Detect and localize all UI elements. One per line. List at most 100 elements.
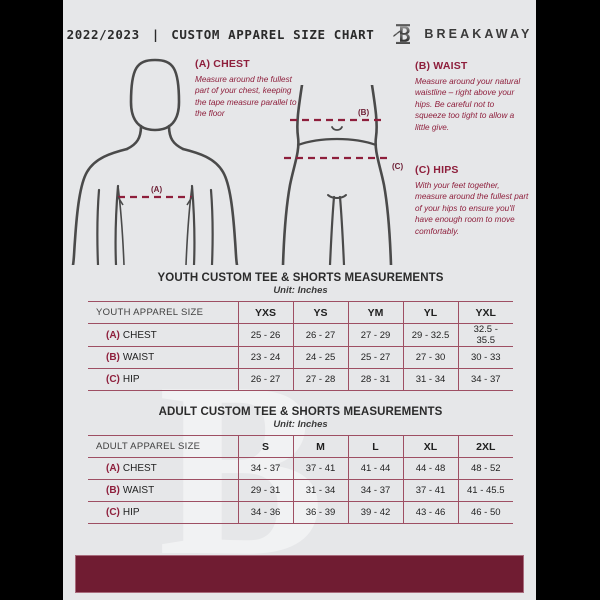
adult-cell-0-1: 37 - 41 xyxy=(293,457,349,480)
adult-cell-2-0: 34 - 36 xyxy=(238,501,294,524)
callout-waist-body: Measure around your natural waistline – … xyxy=(415,77,521,132)
torso-front-outline-icon xyxy=(71,58,239,265)
youth-row-1-name: WAIST xyxy=(122,352,155,363)
table-row: (A) CHEST 25 - 26 26 - 27 27 - 29 29 - 32… xyxy=(88,323,513,347)
brand-name: BREAKAWAY xyxy=(424,27,533,41)
youth-col-4: YXL xyxy=(458,301,513,324)
adult-row-2-name: HIP xyxy=(122,507,140,518)
footer-bar xyxy=(75,555,524,593)
adult-cell-2-3: 43 - 46 xyxy=(403,501,459,524)
youth-row-2-name: HIP xyxy=(122,374,140,385)
adult-size-section: ADULT CUSTOM TEE & SHORTS MEASUREMENTS U… xyxy=(88,406,513,524)
youth-row-2-label: (C) HIP xyxy=(88,368,239,391)
youth-row-0-tag: (A) xyxy=(106,329,120,341)
adult-cell-1-1: 31 - 34 xyxy=(293,479,349,502)
page-header: 2022/2023 | CUSTOM APPAREL SIZE CHART xyxy=(63,20,536,48)
callout-chest-title: (A) CHEST xyxy=(195,58,250,70)
youth-cell-1-1: 24 - 25 xyxy=(293,346,349,369)
adult-row-2-label: (C) HIP xyxy=(88,501,239,524)
table-header-row: YOUTH APPAREL SIZE YXS YS YM YL YXL xyxy=(88,301,513,324)
youth-size-table: YOUTH APPAREL SIZE YXS YS YM YL YXL (A) C… xyxy=(88,301,513,391)
adult-size-table: ADULT APPAREL SIZE S M L XL 2XL (A) CHEST… xyxy=(88,435,513,524)
adult-cell-0-2: 41 - 44 xyxy=(348,457,404,480)
adult-col-2: L xyxy=(348,435,404,458)
youth-cell-2-2: 28 - 31 xyxy=(348,368,404,391)
youth-cell-1-4: 30 - 33 xyxy=(458,346,513,369)
hips-front-outline-icon xyxy=(281,85,393,265)
callout-hips: (C) HIPS With your feet together, measur… xyxy=(415,164,533,237)
adult-row-0-tag: (A) xyxy=(106,463,120,474)
youth-row-2-tag: (C) xyxy=(106,374,120,385)
table-row: (B) WAIST 23 - 24 24 - 25 25 - 27 27 - 30… xyxy=(88,346,513,369)
youth-cell-2-4: 34 - 37 xyxy=(458,368,513,391)
adult-cell-2-2: 39 - 42 xyxy=(348,501,404,524)
table-row: (A) CHEST 34 - 37 37 - 41 41 - 44 44 - 48… xyxy=(88,457,513,480)
adult-col-0: S xyxy=(238,435,294,458)
measurement-diagram: (A) xyxy=(63,50,536,265)
adult-row-1-label: (B) WAIST xyxy=(88,479,239,502)
youth-row-0-label: (A) CHEST xyxy=(88,323,239,347)
youth-cell-2-0: 26 - 27 xyxy=(238,368,294,391)
breakaway-b-monogram-icon xyxy=(392,22,414,46)
callout-chest-body: Measure around the fullest part of your … xyxy=(195,75,297,119)
adult-col-1: M xyxy=(293,435,349,458)
table-row: (C) HIP 34 - 36 36 - 39 39 - 42 43 - 46 4… xyxy=(88,501,513,524)
adult-cell-0-3: 44 - 48 xyxy=(403,457,459,480)
table-row: (B) WAIST 29 - 31 31 - 34 34 - 37 37 - 41… xyxy=(88,479,513,502)
adult-row-0-label: (A) CHEST xyxy=(88,457,239,480)
callout-waist: (B) WAIST Measure around your natural wa… xyxy=(415,60,527,133)
waist-measure-label: (B) xyxy=(358,108,370,117)
chest-measure-label: (A) xyxy=(151,185,163,194)
adult-col-4: 2XL xyxy=(458,435,513,458)
youth-cell-0-1: 26 - 27 xyxy=(293,323,349,347)
youth-col-3: YL xyxy=(403,301,459,324)
youth-row-1-tag: (B) xyxy=(106,352,120,363)
page-title: CUSTOM APPAREL SIZE CHART xyxy=(171,26,375,42)
adult-col-3: XL xyxy=(403,435,459,458)
youth-row-1-label: (B) WAIST xyxy=(88,346,239,369)
header-separator: | xyxy=(151,26,160,42)
adult-table-unit: Unit: Inches xyxy=(273,419,328,430)
youth-table-title: YOUTH CUSTOM TEE & SHORTS MEASUREMENTS xyxy=(157,272,444,284)
adult-row-1-name: WAIST xyxy=(122,485,155,496)
youth-cell-1-3: 27 - 30 xyxy=(403,346,459,369)
adult-row-1-tag: (B) xyxy=(106,485,120,496)
adult-row-0-name: CHEST xyxy=(122,463,157,474)
header-season: 2022/2023 xyxy=(66,26,140,42)
hips-measure-label: (C) xyxy=(392,162,404,171)
adult-cell-1-2: 34 - 37 xyxy=(348,479,404,502)
adult-cell-2-1: 36 - 39 xyxy=(293,501,349,524)
youth-cell-0-3: 29 - 32.5 xyxy=(403,323,459,347)
youth-row-0-name: CHEST xyxy=(122,329,157,341)
callout-hips-body: With your feet together, measure around … xyxy=(415,181,529,236)
adult-cell-2-4: 46 - 50 xyxy=(458,501,513,524)
adult-cell-1-0: 29 - 31 xyxy=(238,479,294,502)
adult-cell-0-4: 48 - 52 xyxy=(458,457,513,480)
adult-row-2-tag: (C) xyxy=(106,507,120,518)
youth-cell-0-0: 25 - 26 xyxy=(238,323,294,347)
youth-col-1: YS xyxy=(293,301,349,324)
youth-cell-1-0: 23 - 24 xyxy=(238,346,294,369)
adult-cell-1-4: 41 - 45.5 xyxy=(458,479,513,502)
adult-cell-1-3: 37 - 41 xyxy=(403,479,459,502)
table-row: (C) HIP 26 - 27 27 - 28 28 - 31 31 - 34 3… xyxy=(88,368,513,391)
youth-cell-1-2: 25 - 27 xyxy=(348,346,404,369)
callout-waist-title: (B) WAIST xyxy=(415,60,468,72)
youth-row-header-label: YOUTH APPAREL SIZE xyxy=(88,301,239,324)
size-chart-page: B 2022/2023 | CUSTOM APPAREL SIZE CHART xyxy=(63,0,536,600)
youth-col-0: YXS xyxy=(238,301,294,324)
callout-chest: (A) CHEST Measure around the fullest par… xyxy=(195,58,300,120)
callout-hips-title: (C) HIPS xyxy=(415,164,459,176)
youth-size-section: YOUTH CUSTOM TEE & SHORTS MEASUREMENTS U… xyxy=(88,272,513,391)
youth-table-unit: Unit: Inches xyxy=(273,285,328,296)
youth-col-2: YM xyxy=(348,301,404,324)
youth-cell-2-1: 27 - 28 xyxy=(293,368,349,391)
table-header-row: ADULT APPAREL SIZE S M L XL 2XL xyxy=(88,435,513,458)
adult-table-title: ADULT CUSTOM TEE & SHORTS MEASUREMENTS xyxy=(158,406,443,418)
youth-cell-0-2: 27 - 29 xyxy=(348,323,404,347)
adult-cell-0-0: 34 - 37 xyxy=(238,457,294,480)
youth-cell-2-3: 31 - 34 xyxy=(403,368,459,391)
youth-cell-0-4: 32.5 - 35.5 xyxy=(458,323,513,347)
adult-row-header-label: ADULT APPAREL SIZE xyxy=(88,435,239,458)
